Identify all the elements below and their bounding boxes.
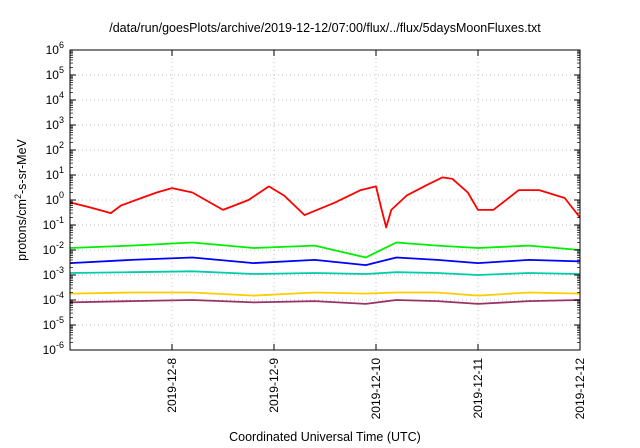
y-tick-label-exp: 1 — [59, 165, 64, 175]
series-line-3 — [69, 256, 581, 267]
y-tick-label-base: 10 — [43, 218, 57, 232]
chart-title: /data/run/goesPlots/archive/2019-12-12/0… — [109, 21, 541, 35]
y-tick-label-base: 10 — [46, 93, 60, 107]
y-tick-label-base: 10 — [43, 318, 57, 332]
y-tick-label-exp: 3 — [59, 115, 64, 125]
y-tick-label: 10-5 — [43, 315, 64, 332]
y-tick-label-exp: -1 — [56, 215, 64, 225]
y-tick-label: 102 — [46, 140, 64, 157]
axes-layer: 10610510410310210110010-110-210-310-410-… — [43, 40, 587, 419]
y-tick-label: 10-6 — [43, 340, 64, 357]
series-line-2 — [69, 241, 581, 259]
y-tick-label: 105 — [46, 65, 64, 82]
y-tick-label: 104 — [46, 90, 64, 107]
y-tick-label-exp: 0 — [59, 190, 64, 200]
y-tick-label-exp: -2 — [56, 240, 64, 250]
x-tick-label: 2019-12-9 — [267, 358, 281, 413]
y-tick-label-exp: -5 — [56, 315, 64, 325]
y-tick-label-exp: -6 — [56, 340, 64, 350]
y-tick-label-base: 10 — [43, 343, 57, 357]
y-axis-title-sup: 2 — [13, 194, 23, 199]
y-tick-label-base: 10 — [46, 43, 60, 57]
y-tick-label-base: 10 — [46, 68, 60, 82]
series-line-1 — [69, 176, 581, 229]
y-tick-label: 101 — [46, 165, 64, 182]
x-tick-label: 2019-12-10 — [369, 358, 383, 420]
y-tick-label-exp: 5 — [59, 65, 64, 75]
y-tick-label-exp: 2 — [59, 140, 64, 150]
y-tick-label-base: 10 — [43, 243, 57, 257]
y-tick-label-base: 10 — [43, 293, 57, 307]
y-tick-label-exp: 6 — [59, 40, 64, 50]
y-tick-label-base: 10 — [43, 268, 57, 282]
y-tick-label-exp: 4 — [59, 90, 64, 100]
y-tick-label: 10-4 — [43, 290, 64, 307]
y-tick-label: 100 — [46, 190, 64, 207]
y-axis-title: protons/cm2-s-sr-MeV — [13, 138, 29, 260]
y-tick-label: 106 — [46, 40, 64, 57]
y-tick-label: 103 — [46, 115, 64, 132]
y-tick-label: 10-3 — [43, 265, 64, 282]
x-tick-label: 2019-12-12 — [573, 358, 587, 420]
y-tick-label: 10-1 — [43, 215, 64, 232]
series-line-5 — [69, 291, 581, 297]
y-tick-label-base: 10 — [46, 143, 60, 157]
y-tick-label-base: 10 — [46, 118, 60, 132]
y-tick-label-exp: -3 — [56, 265, 64, 275]
series-line-4 — [69, 270, 581, 276]
y-tick-label-base: 10 — [46, 168, 60, 182]
series-line-6 — [69, 299, 581, 305]
y-tick-label-exp: -4 — [56, 290, 64, 300]
x-axis-title: Coordinated Universal Time (UTC) — [229, 430, 421, 444]
y-tick-label: 10-2 — [43, 240, 64, 257]
y-axis-title-prefix: protons/cm — [15, 199, 29, 261]
x-tick-label: 2019-12-11 — [471, 358, 485, 419]
series-layer — [69, 176, 581, 305]
x-tick-label: 2019-12-8 — [165, 358, 179, 413]
y-tick-label-base: 10 — [46, 193, 60, 207]
y-axis-title-suffix: -s-sr-MeV — [15, 138, 29, 194]
